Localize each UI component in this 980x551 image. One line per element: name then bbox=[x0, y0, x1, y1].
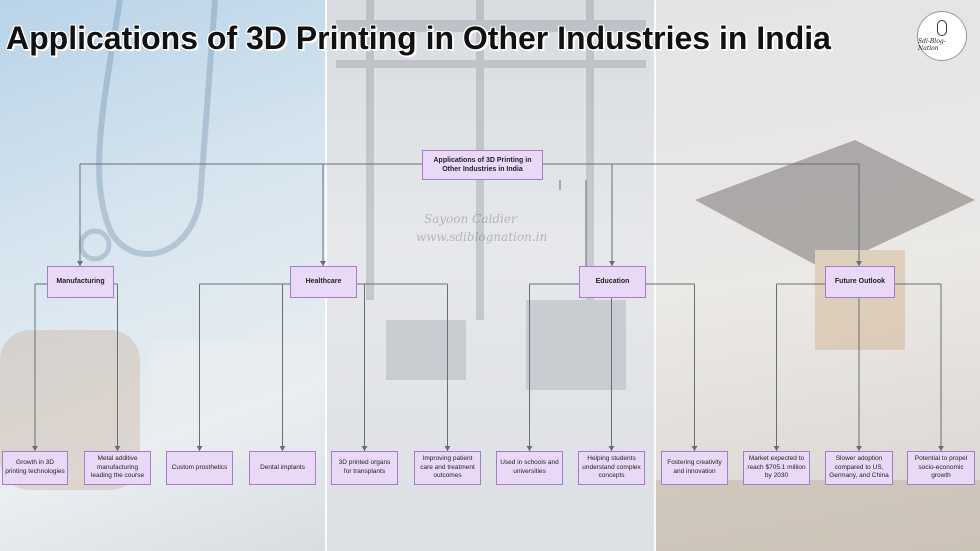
arrow-head-icon bbox=[608, 446, 615, 451]
leaf-node: Slower adoption compared to US, Germany,… bbox=[825, 451, 893, 485]
leaf-node: 3D printed organs for transplants bbox=[331, 451, 398, 485]
arrow-head-icon bbox=[691, 446, 698, 451]
arrow-head-icon bbox=[361, 446, 368, 451]
logo-text: Sdi-Blog-Nation bbox=[918, 38, 946, 52]
category-node-4: Future Outlook bbox=[825, 266, 895, 298]
leaf-node: Market expected to reach $705.1 million … bbox=[743, 451, 810, 485]
brand-logo: Sdi-Blog-Nation bbox=[917, 11, 967, 61]
microphone-icon bbox=[937, 20, 947, 36]
category-node-3: Education bbox=[579, 266, 646, 298]
leaf-node: Improving patient care and treatment out… bbox=[414, 451, 481, 485]
leaf-node: Potential to propel socio-economic growt… bbox=[907, 451, 975, 485]
arrow-head-icon bbox=[279, 446, 286, 451]
leaf-node: Used in schools and universities bbox=[496, 451, 563, 485]
arrow-head-icon bbox=[196, 446, 203, 451]
arrow-head-icon bbox=[77, 261, 83, 266]
leaf-node: Metal additive manufacturing leading the… bbox=[84, 451, 151, 485]
leaf-node: Growth in 3D printing technologies bbox=[2, 451, 68, 485]
arrow-head-icon bbox=[773, 446, 780, 451]
arrow-head-icon bbox=[856, 446, 862, 451]
watermark-url: www.sdiblognation.in bbox=[416, 230, 548, 244]
leaf-node: Custom prosthetics bbox=[166, 451, 233, 485]
arrow-head-icon bbox=[938, 446, 944, 451]
leaf-node: Helping students understand complex conc… bbox=[578, 451, 645, 485]
watermark-name: Sayoon Caldier bbox=[424, 212, 517, 226]
panel-separator bbox=[654, 0, 656, 551]
category-node-1: Manufacturing bbox=[47, 266, 114, 298]
arrow-head-icon bbox=[32, 446, 38, 451]
factory-silhouette-icon bbox=[336, 0, 646, 390]
page-title: Applications of 3D Printing in Other Ind… bbox=[6, 20, 831, 56]
arrow-head-icon bbox=[856, 261, 862, 266]
root-node: Applications of 3D Printing in Other Ind… bbox=[422, 150, 543, 180]
arrow-head-icon bbox=[114, 446, 121, 451]
arrow-head-icon bbox=[444, 446, 451, 451]
arrow-head-icon bbox=[526, 446, 533, 451]
category-node-2: Healthcare bbox=[290, 266, 357, 298]
leaf-node: Dental implants bbox=[249, 451, 316, 485]
arrow-head-icon bbox=[609, 261, 615, 266]
graduation-cap-silhouette-icon bbox=[655, 140, 980, 551]
leaf-node: Fostering creativity and innovation bbox=[661, 451, 728, 485]
arrow-head-icon bbox=[320, 261, 326, 266]
